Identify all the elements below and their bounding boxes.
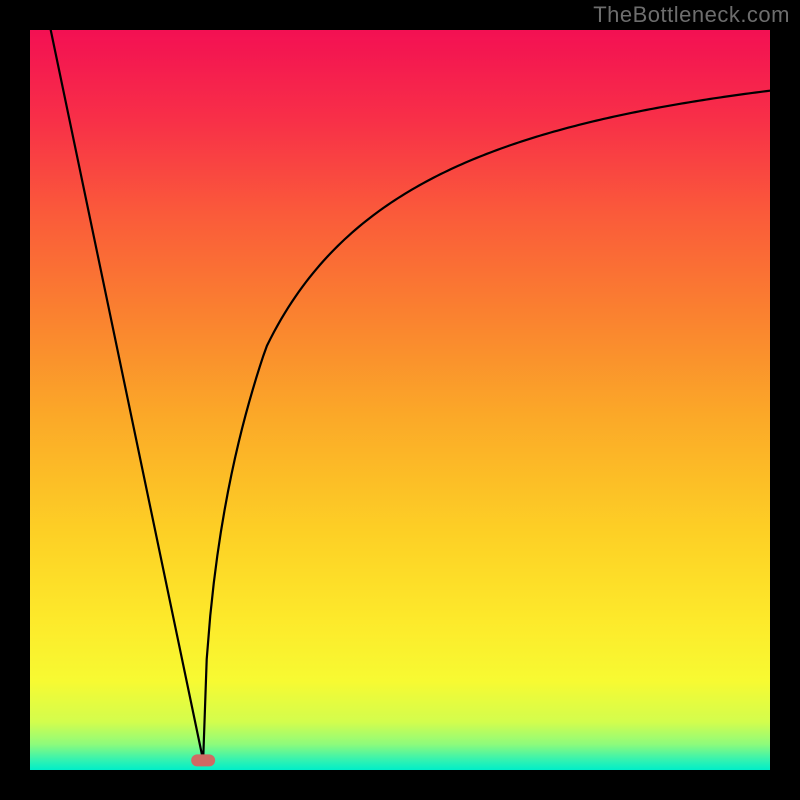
plot-area [30, 30, 770, 770]
watermark-text: TheBottleneck.com [593, 2, 790, 28]
optimal-marker [191, 754, 215, 766]
chart-stage: TheBottleneck.com [0, 0, 800, 800]
chart-svg [0, 0, 800, 800]
